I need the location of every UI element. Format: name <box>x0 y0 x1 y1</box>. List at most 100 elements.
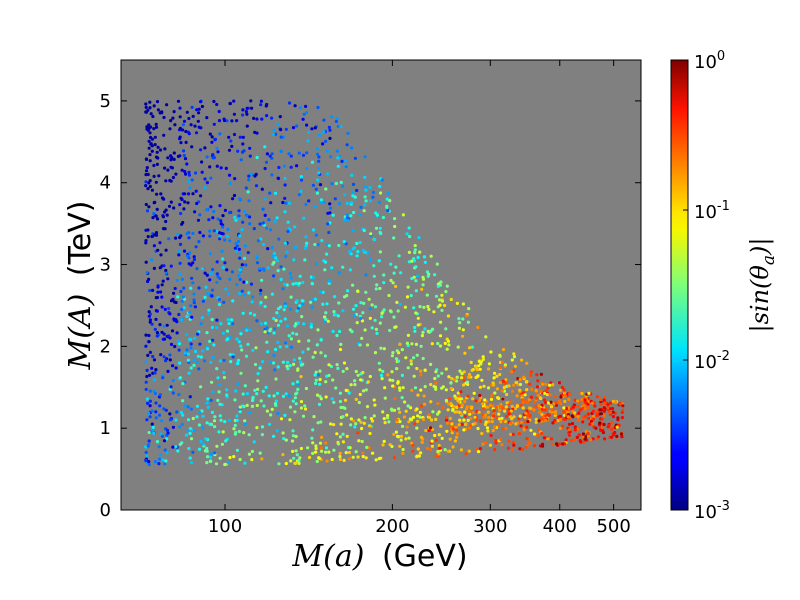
scatter-point <box>419 435 423 439</box>
scatter-point <box>154 317 158 321</box>
scatter-point <box>468 424 473 428</box>
scatter-point <box>282 437 286 441</box>
scatter-point <box>419 369 423 373</box>
scatter-point <box>255 155 259 160</box>
scatter-point <box>237 274 241 278</box>
scatter-point <box>410 276 414 281</box>
scatter-point <box>283 317 287 321</box>
scatter-point <box>452 404 456 409</box>
scatter-point <box>255 117 259 121</box>
scatter-point <box>243 210 247 214</box>
scatter-point <box>218 402 222 406</box>
scatter-point <box>390 444 394 449</box>
scatter-point <box>284 201 288 205</box>
scatter-point <box>172 110 176 114</box>
scatter-point <box>211 267 215 272</box>
scatter-point <box>505 392 509 397</box>
scatter-point <box>148 389 152 393</box>
scatter-point <box>243 461 247 465</box>
scatter-point <box>409 294 413 298</box>
scatter-point <box>188 310 192 314</box>
scatter-point <box>453 439 457 443</box>
scatter-point <box>368 374 372 379</box>
scatter-point <box>211 355 215 359</box>
scatter-point <box>543 418 548 422</box>
scatter-point <box>253 130 257 134</box>
scatter-point <box>518 382 523 387</box>
scatter-point <box>347 457 351 461</box>
scatter-point <box>492 414 496 418</box>
scatter-point <box>270 292 274 296</box>
scatter-point <box>145 397 149 401</box>
scatter-point <box>511 432 515 436</box>
scatter-point <box>491 404 495 408</box>
scatter-point <box>324 450 328 454</box>
scatter-point <box>152 358 157 362</box>
scatter-point <box>372 274 376 278</box>
scatter-point <box>201 299 205 303</box>
scatter-point <box>279 265 283 269</box>
scatter-point <box>611 410 615 414</box>
scatter-point <box>293 225 297 229</box>
scatter-point <box>282 308 286 312</box>
scatter-point <box>444 416 448 420</box>
scatter-point <box>450 377 454 381</box>
scatter-point <box>222 300 226 304</box>
scatter-point <box>410 342 414 346</box>
scatter-point <box>368 199 372 203</box>
scatter-point <box>596 435 601 439</box>
scatter-point <box>283 282 287 286</box>
scatter-point <box>449 402 453 406</box>
scatter-point <box>421 356 425 361</box>
scatter-point <box>320 435 324 439</box>
scatter-point <box>255 261 260 265</box>
scatter-point <box>176 99 181 103</box>
scatter-point <box>444 367 448 371</box>
scatter-point <box>343 398 348 402</box>
scatter-point <box>392 408 397 412</box>
scatter-point <box>325 172 330 176</box>
scatter-point <box>148 288 152 293</box>
scatter-point <box>463 414 467 418</box>
scatter-point <box>273 191 278 195</box>
scatter-point <box>413 251 417 255</box>
scatter-point <box>285 344 289 349</box>
scatter-point <box>213 425 217 429</box>
scatter-point <box>447 375 451 379</box>
scatter-point <box>399 438 403 442</box>
scatter-point <box>232 455 236 459</box>
scatter-point <box>558 426 563 430</box>
scatter-point <box>209 205 213 209</box>
scatter-point <box>144 333 148 337</box>
scatter-point <box>164 248 168 252</box>
scatter-point <box>430 342 434 346</box>
scatter-point <box>192 255 196 259</box>
scatter-point <box>536 379 540 383</box>
scatter-point <box>378 321 382 325</box>
scatter-point <box>192 428 196 433</box>
scatter-point <box>551 383 555 387</box>
scatter-point <box>311 275 315 280</box>
scatter-point <box>187 116 191 121</box>
scatter-point <box>371 195 375 199</box>
scatter-point <box>236 149 240 153</box>
scatter-point <box>244 263 248 267</box>
scatter-point <box>275 216 279 220</box>
scatter-point <box>484 420 488 424</box>
scatter-point <box>163 462 167 466</box>
scatter-point <box>573 428 577 432</box>
scatter-point <box>297 339 301 343</box>
scatter-point <box>159 290 163 294</box>
scatter-point <box>297 151 301 155</box>
scatter-point <box>343 193 347 197</box>
scatter-point <box>500 389 504 393</box>
scatter-point <box>551 442 555 446</box>
scatter-point <box>327 244 331 248</box>
scatter-point <box>242 149 246 153</box>
scatter-point <box>293 104 297 108</box>
scatter-point <box>157 457 162 461</box>
scatter-point <box>358 213 362 217</box>
scatter-point <box>251 348 255 352</box>
scatter-point <box>404 356 408 360</box>
scatter-point <box>169 200 173 204</box>
